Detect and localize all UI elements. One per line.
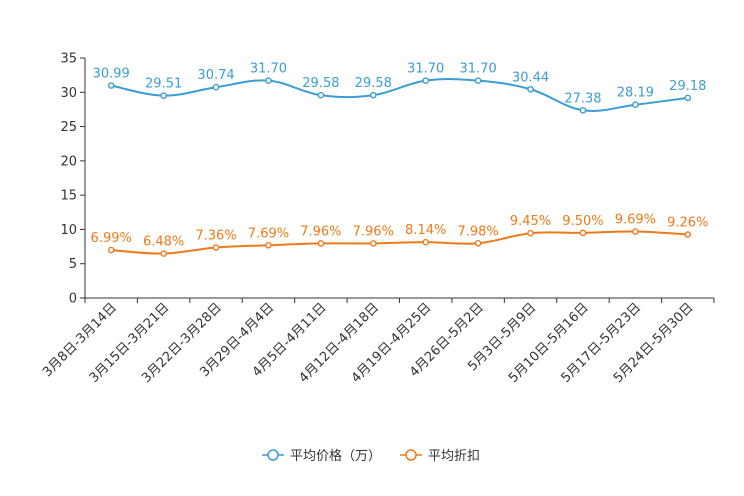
data-label: 30.44 [512, 70, 549, 85]
data-label: 29.58 [302, 76, 339, 91]
data-label: 28.19 [617, 86, 654, 101]
data-point [527, 85, 534, 93]
data-point [369, 240, 377, 247]
legend-label: 平均价格（万） [290, 448, 381, 464]
data-point [317, 240, 325, 247]
data-point [579, 229, 587, 237]
y-tick-label: 5 [69, 257, 77, 272]
y-tick-label: 30 [60, 86, 77, 101]
data-label: 27.38 [564, 91, 601, 106]
data-label: 30.99 [93, 66, 130, 81]
series-2: 6.99% 6.48% 7.36% 7.69% 7.96% 7.96% 8.14% 7.98%… [91, 213, 708, 257]
chart-axes: 051015202530353月8日-3月14日3月15日-3月21日3月22日… [40, 52, 715, 386]
data-point [265, 77, 272, 84]
data-label: 29.51 [145, 77, 182, 92]
data-label: 7.96% [300, 224, 341, 239]
data-point [369, 91, 377, 99]
y-tick-label: 20 [60, 154, 77, 169]
data-point [160, 250, 167, 257]
data-label: 6.48% [143, 235, 184, 250]
y-tick-label: 15 [60, 189, 77, 204]
data-point [632, 101, 639, 108]
data-point [422, 238, 430, 246]
data-point [265, 241, 272, 249]
data-point [579, 106, 587, 114]
data-point [107, 246, 115, 254]
data-label: 31.70 [250, 62, 287, 77]
data-point [527, 229, 534, 237]
series-1: 30.99 29.51 30.74 31.70 29.58 29.58 31.70 31.70… [93, 62, 706, 114]
data-point [422, 77, 430, 84]
y-tick-label: 35 [60, 52, 77, 67]
chart-legend: 平均价格（万） 平均折扣 [262, 448, 480, 464]
data-label: 29.58 [355, 76, 392, 91]
data-label: 9.69% [615, 213, 656, 228]
series-line [111, 230, 688, 255]
data-point [317, 91, 325, 99]
data-label: 30.74 [197, 68, 234, 83]
data-label: 7.69% [248, 226, 289, 241]
data-label: 7.36% [195, 229, 236, 244]
data-point [160, 92, 167, 99]
y-tick-label: 25 [60, 120, 77, 135]
chart-series: 30.99 29.51 30.74 31.70 29.58 29.58 31.70 31.70… [91, 62, 708, 257]
data-point [212, 83, 220, 91]
y-tick-label: 0 [69, 292, 77, 307]
data-point [107, 82, 115, 89]
data-point [212, 244, 220, 251]
data-point [684, 94, 692, 102]
legend-item-1: 平均价格（万） [262, 448, 381, 464]
series-line [111, 78, 688, 112]
data-point [474, 77, 482, 84]
data-label: 7.98% [457, 224, 498, 239]
data-label: 29.18 [669, 79, 706, 94]
data-label: 31.70 [460, 62, 497, 77]
data-label: 7.96% [353, 224, 394, 239]
legend-item-2: 平均折扣 [400, 449, 480, 464]
data-point [632, 228, 639, 235]
data-label: 6.99% [91, 231, 132, 246]
data-label: 9.50% [562, 214, 603, 229]
legend-marker [267, 449, 279, 461]
data-label: 9.45% [510, 214, 551, 229]
data-label: 31.70 [407, 62, 444, 77]
data-point [474, 239, 482, 247]
data-point [684, 231, 692, 238]
data-label: 9.26% [667, 216, 708, 231]
legend-marker [405, 449, 417, 461]
y-tick-label: 10 [60, 223, 77, 238]
legend-label: 平均折扣 [428, 449, 480, 464]
data-label: 8.14% [405, 223, 446, 238]
